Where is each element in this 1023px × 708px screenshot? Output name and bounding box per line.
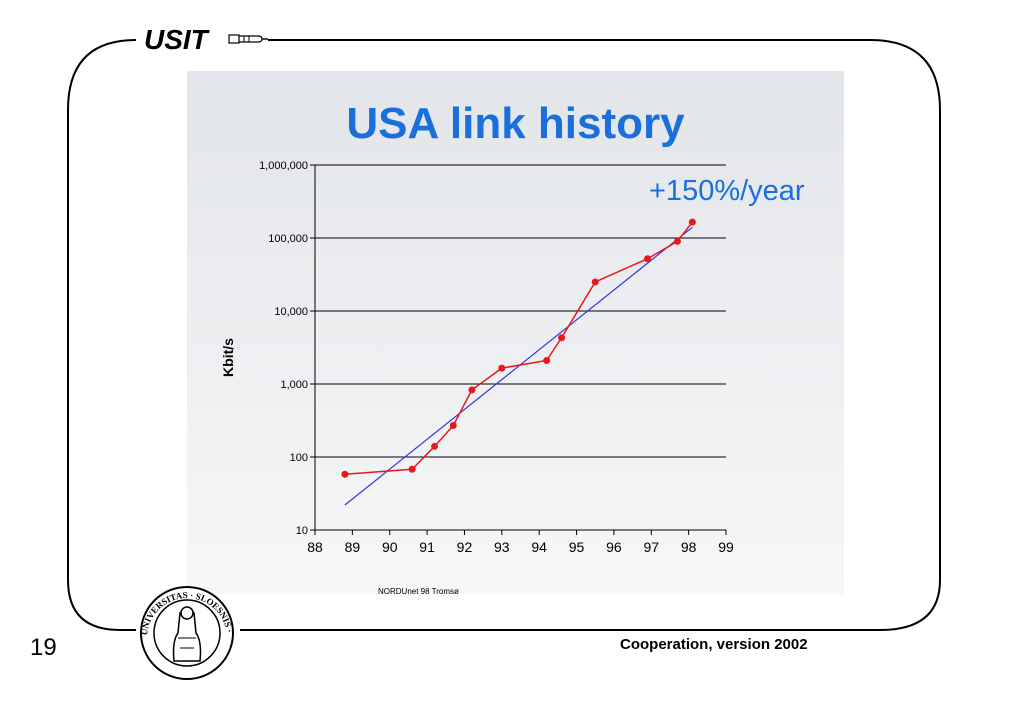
data-point xyxy=(591,278,599,286)
data-point xyxy=(558,334,566,342)
y-tick-label: 100 xyxy=(290,452,308,464)
x-tick-label: 96 xyxy=(606,539,622,555)
chart-panel: 10 100 1,000 10,000 100,000 1,000,000 88 89 90 91… xyxy=(187,71,844,596)
y-tick-label: 10 xyxy=(296,525,308,537)
y-tick-label: 10,000 xyxy=(274,306,308,318)
x-tick-label: 97 xyxy=(643,539,659,555)
x-tick-label: 92 xyxy=(457,539,473,555)
university-seal: UNIVERSITAS · SLOESNIS · MDCCCXI xyxy=(132,583,235,680)
header-title: USIT xyxy=(144,24,208,55)
data-point xyxy=(341,470,349,478)
x-tick-label: 98 xyxy=(681,539,697,555)
data-point xyxy=(644,255,652,263)
x-tick-label: 90 xyxy=(382,539,398,555)
data-point xyxy=(408,465,416,473)
y-tick-label: 1,000,000 xyxy=(259,160,308,172)
x-tick-label: 99 xyxy=(718,539,734,555)
page-number: 19 xyxy=(30,634,57,661)
data-point xyxy=(449,422,457,430)
x-tick-label: 94 xyxy=(531,539,547,555)
data-point xyxy=(673,237,681,245)
data-point xyxy=(498,364,506,372)
chart-annotation: +150%/year xyxy=(649,175,805,207)
y-tick-label: 1,000 xyxy=(280,379,308,391)
pointing-hand-icon xyxy=(228,34,268,44)
x-tick-label: 89 xyxy=(345,539,361,555)
series-line xyxy=(344,221,693,476)
data-point xyxy=(431,442,439,450)
x-tick-label: 91 xyxy=(419,539,435,555)
data-point xyxy=(543,356,551,364)
data-point xyxy=(688,218,696,226)
x-tick-label: 93 xyxy=(494,539,510,555)
y-tick-label: 100,000 xyxy=(268,233,308,245)
chart-title: USA link history xyxy=(346,99,685,148)
chart-svg: 10 100 1,000 10,000 100,000 1,000,000 88 89 90 91… xyxy=(187,71,844,594)
footer-text: Cooperation, version 2002 xyxy=(620,636,808,653)
y-axis-label: Kbit/s xyxy=(220,338,236,377)
data-point xyxy=(468,386,476,394)
trendline xyxy=(344,226,693,506)
x-tick-label: 95 xyxy=(569,539,585,555)
chart-source-note: NORDUnet 98 Tromsø xyxy=(378,587,459,596)
x-tick-label: 88 xyxy=(307,539,323,555)
chart-background xyxy=(187,71,844,594)
